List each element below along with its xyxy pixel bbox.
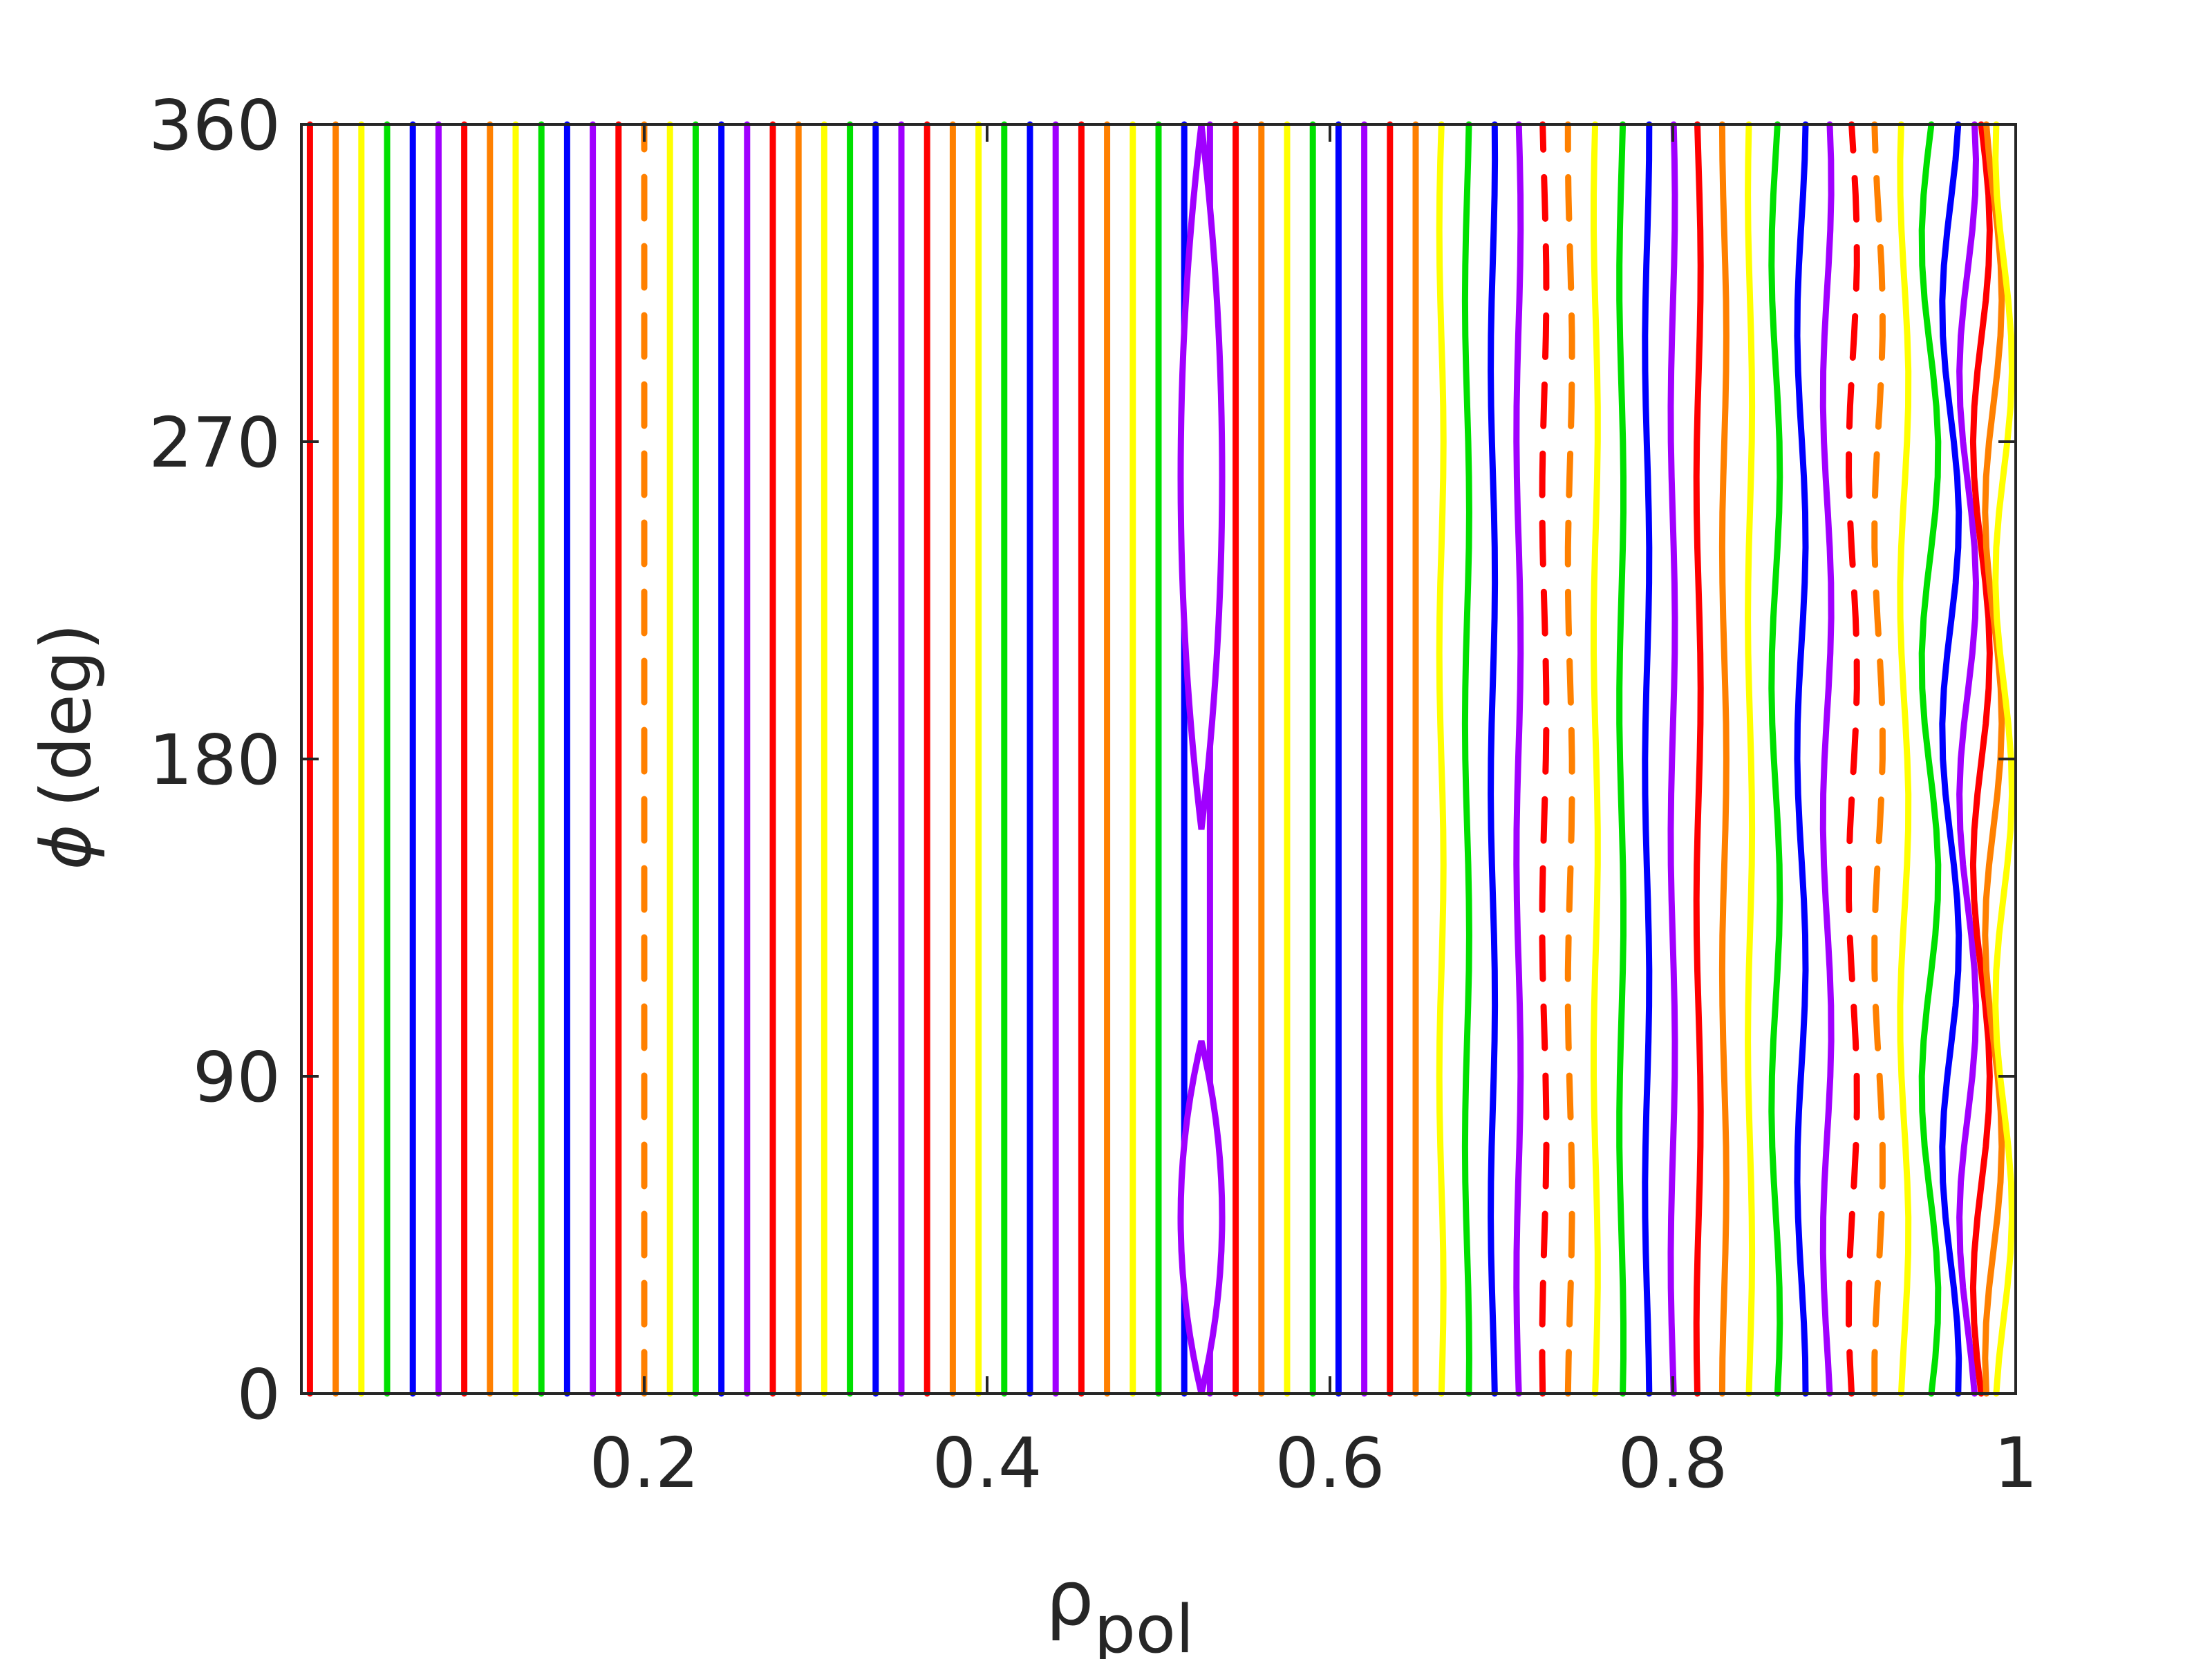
contour-lines: [306, 121, 2016, 1397]
x-axis-label-symbol: ρ: [1046, 1554, 1094, 1642]
y-tick-label: 360: [149, 85, 281, 166]
contour-line: [1969, 121, 1993, 1397]
contour-line: [1819, 121, 1835, 1397]
y-axis-label-unit: (deg): [26, 624, 106, 808]
y-tick-label: 0: [236, 1354, 281, 1435]
tick-labels: 0.2 0.4 0.6 0.8 1 0 90 180 270 360: [149, 85, 2038, 1503]
contour-line: [1794, 121, 1809, 1397]
x-tick-label: 0.8: [1618, 1423, 1727, 1503]
contour-line: [1918, 121, 1942, 1397]
contour-line: [1745, 121, 1756, 1397]
contour-line: [1488, 121, 1499, 1397]
y-axis-label-symbol: ϕ: [26, 824, 106, 870]
island-contour: [1177, 124, 1226, 830]
contour-line: [1846, 121, 1860, 1397]
y-tick-label: 90: [193, 1037, 281, 1118]
x-tick-label: 0.6: [1275, 1423, 1385, 1503]
contour-line: [1436, 121, 1447, 1397]
contour-line: [1616, 121, 1627, 1397]
contour-line: [1591, 121, 1601, 1397]
contour-line: [1718, 121, 1730, 1397]
x-tick-label: 0.4: [932, 1423, 1042, 1503]
x-tick-label: 1: [1994, 1423, 2038, 1503]
contour-line: [1768, 121, 1783, 1397]
contour-line: [1693, 121, 1704, 1397]
contour-line: [1956, 121, 1979, 1397]
contour-line: [1539, 121, 1550, 1397]
contour-line: [1871, 121, 1886, 1397]
contour-line: [1897, 121, 1912, 1397]
contour-line: [1513, 121, 1524, 1397]
x-axis-label-subscript: pol: [1094, 1592, 1194, 1659]
x-axis-label: ρpol: [1046, 1554, 1194, 1659]
axes: [300, 123, 2017, 1395]
contour-line: [1667, 121, 1678, 1397]
x-tick-label: 0.2: [589, 1423, 699, 1503]
contour-line: [1939, 121, 1962, 1397]
contour-line: [1564, 121, 1575, 1397]
y-axis-label: ϕ (deg): [26, 624, 106, 870]
contour-line: [1461, 121, 1472, 1397]
contour-line: [1642, 121, 1653, 1397]
y-tick-label: 180: [149, 720, 281, 800]
y-tick-label: 270: [149, 402, 281, 483]
